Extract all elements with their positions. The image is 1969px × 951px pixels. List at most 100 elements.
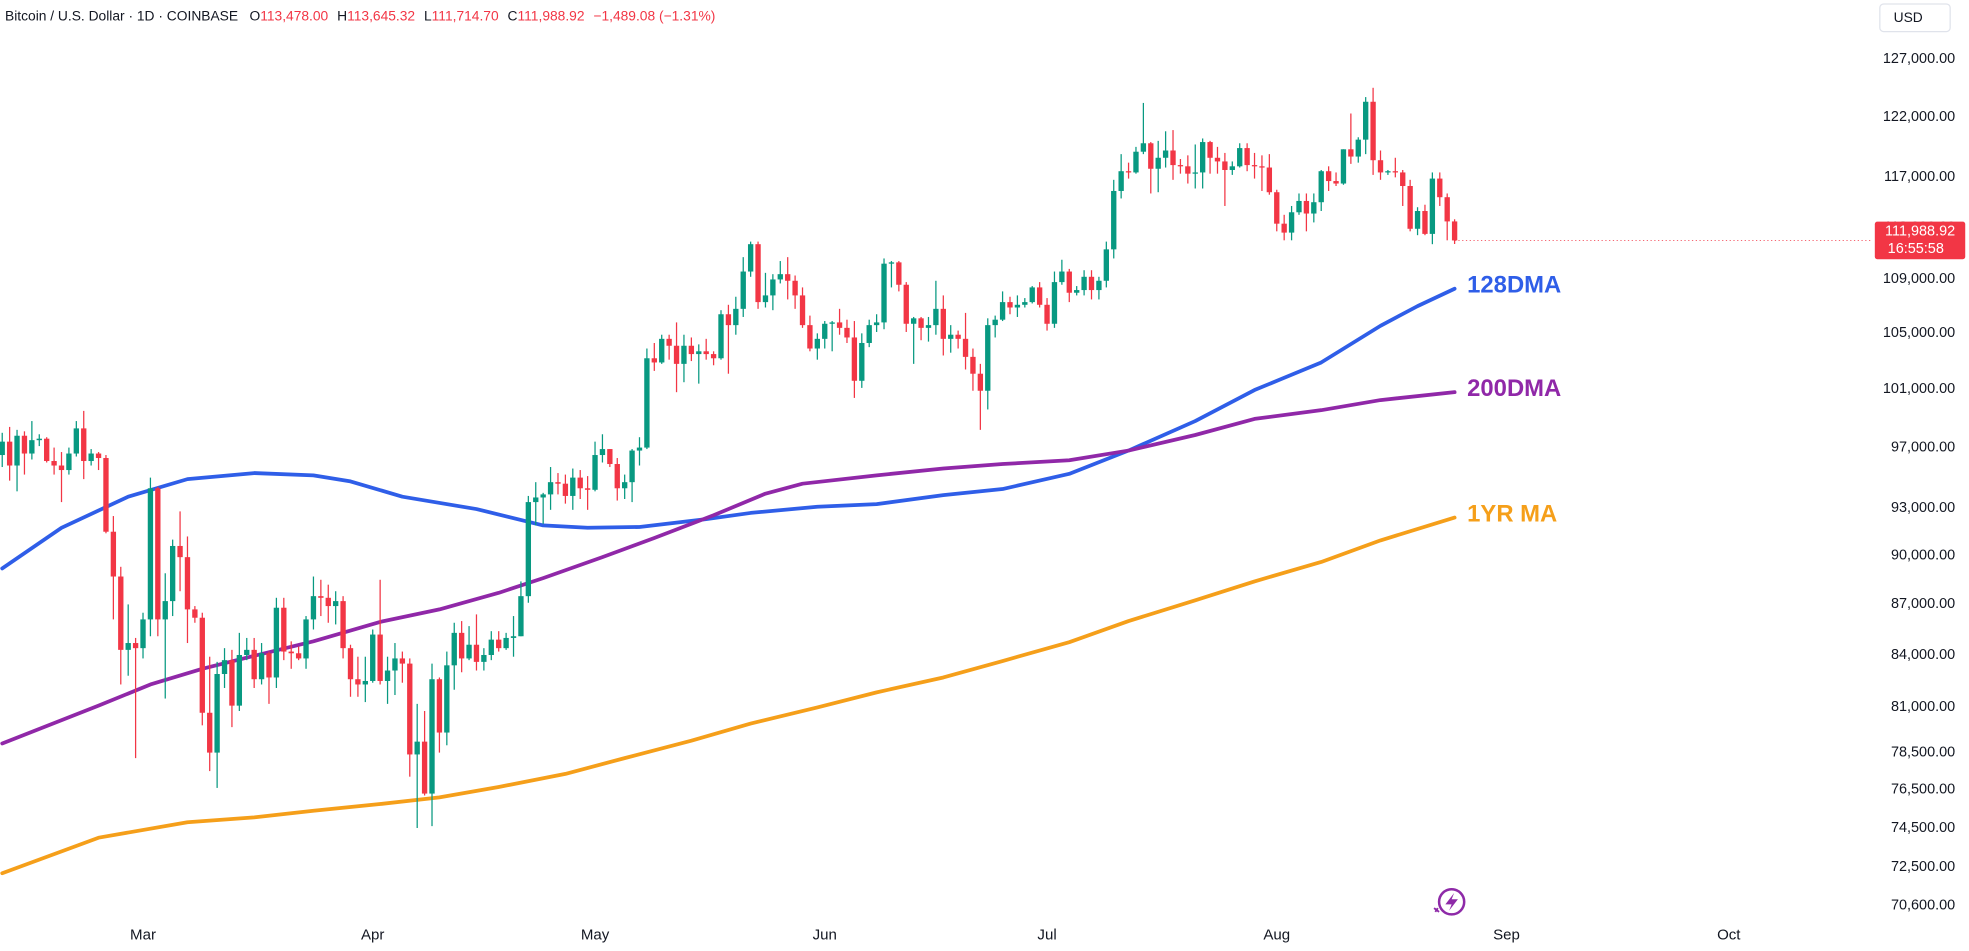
candle-body <box>1363 101 1369 140</box>
y-tick-label: 97,000.00 <box>1891 439 1955 455</box>
candle-body <box>866 325 872 343</box>
candle-body <box>1251 165 1258 167</box>
ohlc-value: 113,645.32 <box>347 7 415 23</box>
candle-body <box>836 322 843 328</box>
ma-label: 200DMA <box>1467 375 1561 402</box>
candle-body <box>1081 276 1087 291</box>
candle-body <box>29 440 35 454</box>
lightning-icon[interactable] <box>1433 888 1466 916</box>
candle-body <box>607 449 613 465</box>
candle-body <box>770 279 776 296</box>
candle-body <box>214 673 220 753</box>
candle-body <box>14 435 20 466</box>
candle-body <box>673 345 680 364</box>
candle-body <box>295 653 302 659</box>
candle-body <box>1266 167 1273 193</box>
candle-body <box>466 644 472 659</box>
candle-body <box>399 658 406 664</box>
y-tick-label: 70,600.00 <box>1891 897 1955 913</box>
candle-body <box>444 665 450 733</box>
candle-body <box>1437 178 1443 198</box>
y-tick-label: 87,000.00 <box>1891 596 1955 612</box>
ma-line <box>0 515 1457 876</box>
candle-body <box>318 596 324 598</box>
candle-body <box>1325 171 1332 182</box>
candle-body <box>1244 148 1250 166</box>
candle-body <box>333 601 339 607</box>
y-tick-label: 109,000.00 <box>1883 271 1955 287</box>
candle-body <box>681 345 687 364</box>
candle-body <box>1311 202 1317 214</box>
candle-body <box>703 351 709 355</box>
y-tick-label: 76,500.00 <box>1891 782 1955 798</box>
candle-body <box>1096 280 1102 291</box>
candle-body <box>629 450 635 483</box>
candle-body <box>510 636 517 638</box>
candle-body <box>562 483 569 496</box>
ohlc-label: H <box>337 7 347 23</box>
candle-body <box>236 654 243 706</box>
candle-body <box>1140 143 1147 152</box>
candle-body <box>555 482 561 484</box>
candle-body <box>355 679 361 685</box>
candle-body <box>1155 157 1161 169</box>
candle-body <box>740 271 746 309</box>
candle-body <box>696 351 702 355</box>
candle-body <box>1044 304 1050 324</box>
candle-body <box>251 649 257 680</box>
candle-body <box>718 314 724 359</box>
candle-body <box>925 325 932 328</box>
candle-body <box>95 453 102 459</box>
y-tick-label: 105,000.00 <box>1883 325 1955 341</box>
candle-body <box>896 262 902 285</box>
candle-body <box>199 617 205 713</box>
candle-body <box>1303 200 1310 214</box>
candle-body <box>1422 211 1428 234</box>
last-price-label: 111,988.92 <box>1885 223 1955 239</box>
candle-body <box>1259 166 1265 168</box>
candle-body <box>273 607 280 678</box>
candle-body <box>1407 186 1413 229</box>
candle-body <box>1103 249 1109 281</box>
candle-body <box>948 334 954 339</box>
candle-body <box>777 274 783 280</box>
plot-area: 127,000.00122,000.00117,000.00113,000.00… <box>0 51 1966 944</box>
candle-body <box>1148 143 1154 169</box>
candle-body <box>999 302 1006 320</box>
currency-label[interactable]: USD <box>1894 9 1923 25</box>
candle-body <box>140 619 146 649</box>
candle-body <box>221 660 228 674</box>
candle-body <box>177 545 183 558</box>
candle-body <box>496 639 502 649</box>
candle-body <box>1288 212 1295 233</box>
candle-body <box>266 653 272 678</box>
candle-body <box>873 322 880 326</box>
candle-body <box>1111 190 1117 250</box>
candle-body <box>1222 161 1228 170</box>
x-tick-label: Oct <box>1717 927 1741 944</box>
candle-body <box>1414 211 1421 229</box>
candle-body <box>1377 160 1384 173</box>
candle-body <box>58 465 65 471</box>
candle-body <box>807 325 813 349</box>
candle-body <box>281 607 287 652</box>
candle-body <box>584 488 591 490</box>
candle-body <box>1177 165 1184 167</box>
x-tick-label: Sep <box>1493 927 1520 944</box>
candle-body <box>503 637 509 649</box>
candle-body <box>110 531 117 577</box>
candle-body <box>614 464 620 489</box>
candle-body <box>533 497 539 503</box>
candle-body <box>1214 157 1221 162</box>
ohlc-label: O <box>249 7 260 23</box>
candle-body <box>310 596 317 620</box>
candle-body <box>488 639 494 655</box>
currency-button[interactable] <box>1879 3 1951 33</box>
candle-body <box>1088 276 1095 291</box>
candle-body <box>66 453 72 471</box>
candle-body <box>1051 282 1058 324</box>
candle-body <box>118 576 124 650</box>
candle-body <box>644 358 650 448</box>
candle-body <box>451 632 457 666</box>
